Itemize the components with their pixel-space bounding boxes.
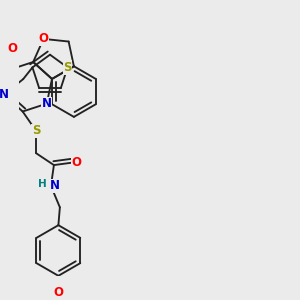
Text: O: O <box>7 42 17 55</box>
Text: O: O <box>53 286 63 299</box>
Text: O: O <box>71 156 81 169</box>
Text: O: O <box>38 32 49 45</box>
Text: S: S <box>63 61 72 74</box>
Text: N: N <box>0 88 9 101</box>
Text: N: N <box>42 97 52 110</box>
Text: S: S <box>32 124 40 137</box>
Text: H: H <box>38 179 46 189</box>
Text: N: N <box>50 179 59 192</box>
